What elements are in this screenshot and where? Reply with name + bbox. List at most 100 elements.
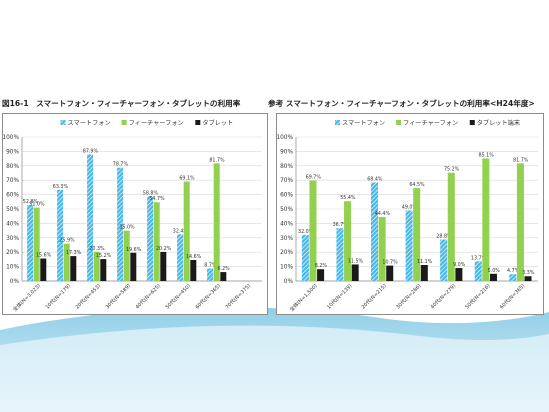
data-label: 51.0% [29, 202, 45, 208]
legend-swatch [60, 120, 66, 125]
data-label: 11.5% [348, 258, 364, 264]
y-tick-label: 10% [6, 265, 19, 271]
bar [57, 189, 64, 281]
wave-highlight [0, 325, 549, 412]
data-label: 32.0% [298, 229, 314, 235]
data-label: 52.8% [23, 199, 39, 205]
legend-swatch [469, 120, 475, 125]
data-label: 5.0% [488, 268, 501, 274]
y-tick-label: 50% [6, 207, 19, 213]
bar [301, 234, 309, 281]
y-tick-label: 30% [280, 236, 293, 242]
bar [509, 274, 517, 281]
chart-frame [2, 113, 268, 315]
y-tick-label: 30% [6, 236, 19, 242]
data-label: 64.5% [409, 182, 425, 188]
bar [100, 259, 107, 281]
bar [516, 163, 524, 281]
chart-2: スマートフォン フィーチャーフォン タブレット端末 0% 10% 20% 30% 40% 50%… [276, 113, 544, 315]
bar [70, 256, 77, 281]
data-label: 14.6% [186, 254, 202, 260]
bar [40, 258, 47, 281]
y-tick-label: 0% [10, 279, 20, 285]
bar [123, 230, 130, 281]
data-label: 11.1% [417, 259, 433, 265]
data-label: 35.0% [119, 225, 135, 231]
y-tick-label: 40% [6, 221, 19, 227]
data-label: 81.7% [209, 157, 225, 163]
legend: スマートフォン フィーチャーフォン タブレット [60, 119, 233, 127]
bar [482, 158, 490, 281]
bar [336, 228, 344, 281]
data-label: 49.0% [402, 204, 418, 210]
legend-swatch [396, 120, 402, 125]
legend-label: タブレット端末 [477, 119, 520, 127]
legend-label: スマートフォン [342, 120, 385, 127]
data-label: 9.0% [453, 262, 466, 268]
data-label: 25.9% [59, 238, 75, 244]
bar [93, 251, 100, 281]
bar [130, 252, 137, 281]
y-tick-label: 100% [276, 135, 293, 141]
data-label: 3.3% [522, 270, 535, 276]
bar [207, 268, 214, 281]
y-tick-label: 100% [2, 135, 19, 141]
data-label: 54.7% [149, 196, 165, 202]
y-tick-label: 80% [280, 164, 293, 170]
bar [183, 181, 190, 281]
data-label: 81.7% [513, 157, 529, 163]
legend-label: スマートフォン [68, 120, 111, 127]
bar [524, 276, 532, 281]
bar [440, 239, 448, 281]
data-label: 13.7% [471, 255, 487, 261]
bar [190, 259, 197, 281]
y-tick-label: 90% [6, 149, 19, 155]
bar [378, 217, 386, 281]
data-label: 78.7% [113, 162, 129, 168]
legend-swatch [195, 120, 201, 125]
data-label: 69.1% [179, 175, 195, 181]
data-label: 36.7% [333, 222, 349, 228]
chart-1: スマートフォン フィーチャーフォン タブレット 0% 10% 20% 30% 40% 50% 60… [2, 113, 268, 315]
bar [351, 264, 359, 281]
bar [386, 265, 394, 281]
y-tick-label: 60% [280, 193, 293, 199]
bar [489, 273, 497, 281]
bar [309, 180, 317, 281]
data-label: 20.2% [156, 246, 172, 252]
data-label: 8.2% [315, 263, 328, 269]
bar [213, 163, 220, 281]
bar [420, 265, 428, 281]
data-label: 6.2% [218, 266, 231, 272]
data-label: 8.7% [204, 262, 217, 268]
figure-1-title: 図16-1 スマートフォン・フィーチャーフォン・タブレットの利用率 [2, 99, 241, 108]
data-label: 69.7% [306, 175, 322, 181]
data-label: 58.8% [143, 190, 159, 196]
data-label: 55.4% [340, 195, 356, 201]
bar [153, 202, 160, 281]
bar [87, 154, 94, 281]
legend-label: フィーチャーフォン [129, 120, 184, 127]
y-tick-label: 90% [280, 149, 293, 155]
bar [405, 210, 413, 281]
figure-2-title: 参考 スマートフォン・フィーチャーフォン・タブレットの利用率<H24年度> [268, 99, 535, 108]
bar [117, 167, 124, 281]
legend-swatch [121, 120, 127, 125]
bar [317, 269, 325, 281]
bar [63, 243, 70, 281]
bar [147, 196, 154, 281]
legend-label: フィーチャーフォン [403, 120, 458, 127]
y-tick-label: 40% [280, 221, 293, 227]
y-tick-label: 80% [6, 164, 19, 170]
data-label: 28.8% [436, 234, 452, 240]
data-label: 17.3% [66, 250, 82, 256]
data-label: 44.4% [375, 211, 391, 217]
y-tick-label: 50% [280, 207, 293, 213]
bar [33, 207, 40, 281]
data-label: 68.4% [367, 177, 383, 183]
bar [177, 234, 184, 281]
data-label: 63.3% [53, 184, 69, 190]
data-label: 19.6% [126, 247, 142, 253]
data-label: 20.3% [89, 246, 105, 252]
